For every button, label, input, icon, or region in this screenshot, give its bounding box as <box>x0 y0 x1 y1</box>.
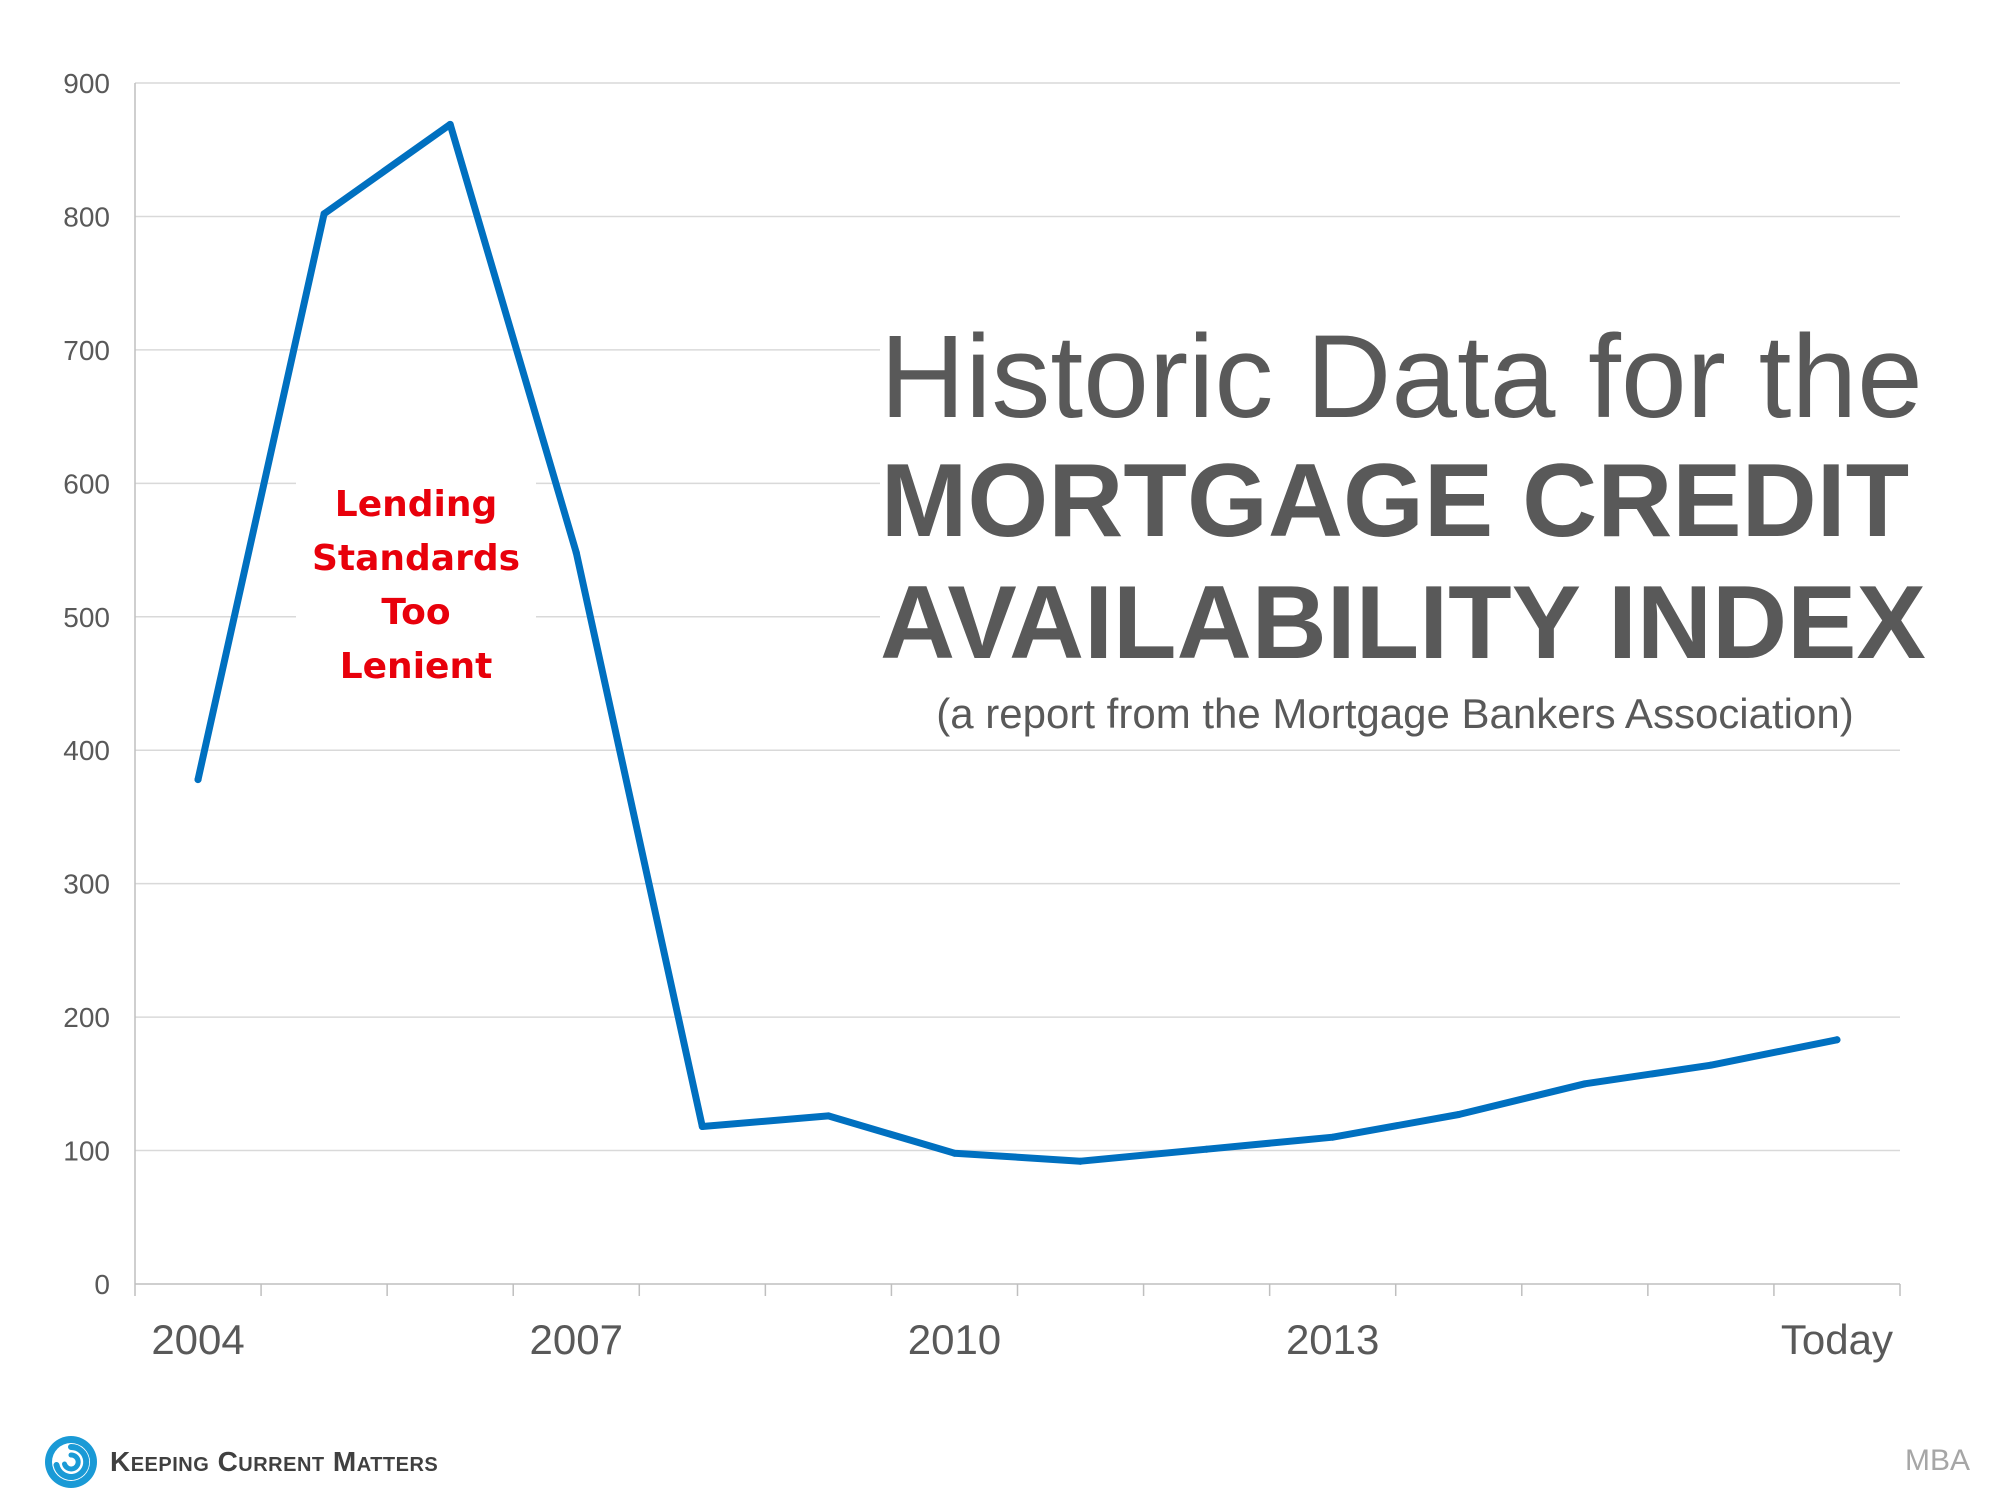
chart-title-emphasis-2: AVAILABILITY INDEX <box>880 565 1926 681</box>
data-point <box>824 1112 832 1120</box>
data-point <box>572 549 580 557</box>
data-point <box>446 120 454 128</box>
data-series <box>194 120 1841 1165</box>
data-point <box>1581 1080 1589 1088</box>
chart-title-block: Historic Data for the MORTGAGE CREDIT AV… <box>880 311 1926 744</box>
data-point <box>1833 1036 1841 1044</box>
data-point <box>1077 1157 1085 1165</box>
x-tick-label: Today <box>1781 1316 1893 1363</box>
annotation-line: Too <box>381 592 451 633</box>
source-label: MBA <box>1904 1444 1970 1477</box>
y-tick-label: 600 <box>63 468 110 499</box>
annotation-line: Lenient <box>339 646 493 687</box>
y-tick-label: 900 <box>63 68 110 99</box>
data-point <box>950 1149 958 1157</box>
data-point <box>1707 1061 1715 1069</box>
x-tick-label: 2007 <box>530 1316 623 1363</box>
axes <box>134 83 1901 1296</box>
x-tick-label: 2013 <box>1286 1316 1379 1363</box>
y-tick-label: 500 <box>63 602 110 633</box>
brand-footer: Keeping Current Matters <box>44 1434 438 1490</box>
y-tick-label: 200 <box>63 1002 110 1033</box>
data-point <box>698 1123 706 1131</box>
y-tick-label: 300 <box>63 869 110 900</box>
annotation-line: Standards <box>311 538 521 579</box>
data-point <box>1455 1111 1463 1119</box>
annotation-line: Lending <box>334 484 498 525</box>
y-tick-label: 800 <box>63 201 110 232</box>
lending-standards-annotation: Lending Standards Too Lenient <box>296 474 536 698</box>
brand-name: Keeping Current Matters <box>110 1446 439 1477</box>
chart-subtitle: (a report from the Mortgage Bankers Asso… <box>936 690 1854 737</box>
y-tick-label: 700 <box>63 335 110 366</box>
x-tick-label: 2004 <box>151 1316 244 1363</box>
x-tick-labels: 2004 2007 2010 2013 Today <box>151 1316 1893 1363</box>
chart-title-emphasis-1: MORTGAGE CREDIT <box>880 443 1910 559</box>
y-tick-label: 100 <box>63 1136 110 1167</box>
series-line <box>194 120 1841 1165</box>
chart-title: Historic Data for the <box>880 311 1923 443</box>
swirl-logo-icon <box>45 1436 97 1488</box>
data-point <box>320 210 328 218</box>
data-point <box>1203 1145 1211 1153</box>
y-tick-label: 0 <box>94 1269 110 1300</box>
x-tick-label: 2010 <box>908 1316 1001 1363</box>
y-tick-labels: 0 100 200 300 400 500 600 700 800 900 <box>63 68 110 1300</box>
data-point <box>194 776 202 784</box>
data-point <box>1329 1133 1337 1141</box>
y-tick-label: 400 <box>63 735 110 766</box>
